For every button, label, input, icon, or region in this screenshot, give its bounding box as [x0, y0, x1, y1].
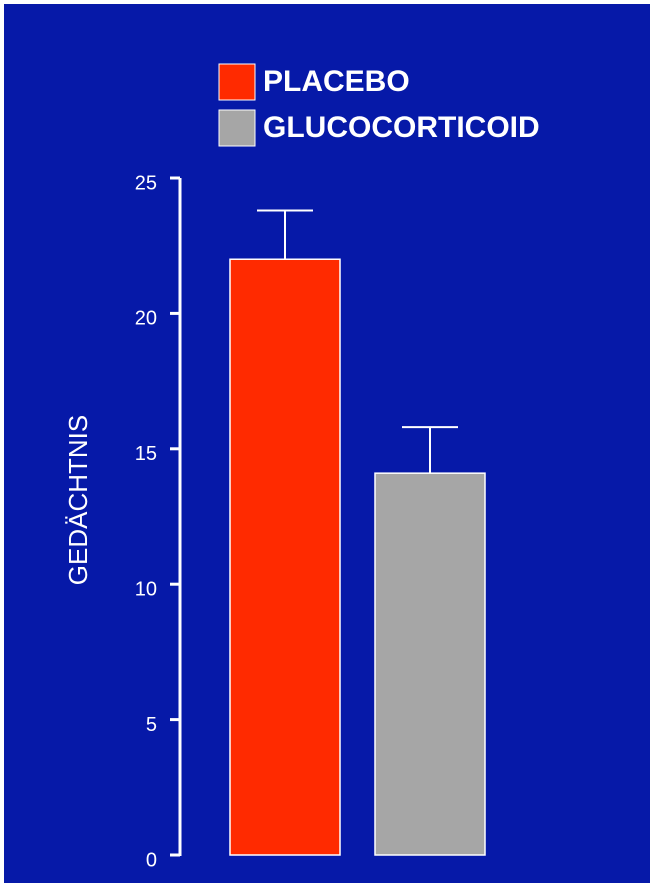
y-tick-label: 15 — [135, 443, 157, 465]
legend-label: PLACEBO — [263, 65, 410, 98]
legend-swatch — [218, 63, 256, 101]
y-tick-label: 20 — [135, 308, 157, 330]
bar — [229, 258, 341, 856]
legend-label: GLUCOCORTICOID — [263, 111, 540, 144]
y-tick-label: 10 — [135, 578, 157, 600]
y-axis-label: GEDÄCHTNIS — [63, 415, 93, 585]
y-tick-label: 25 — [135, 172, 157, 194]
legend-swatch — [218, 109, 256, 147]
y-tick-label: 0 — [146, 849, 157, 871]
bar — [374, 472, 486, 856]
y-tick-label: 5 — [146, 714, 157, 736]
